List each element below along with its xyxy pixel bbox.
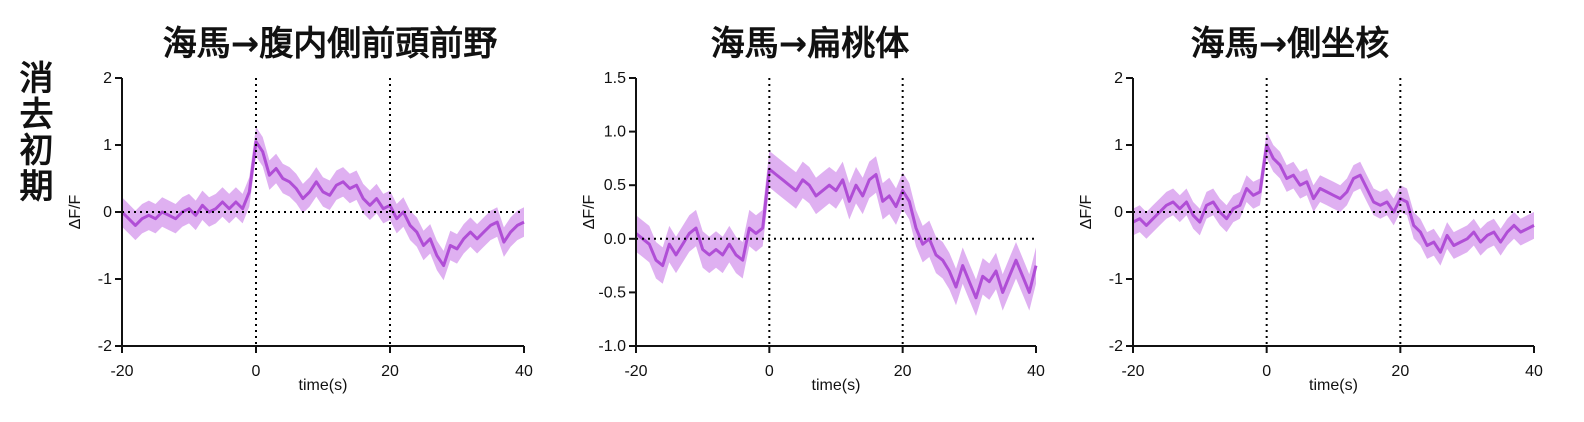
x-tick-label: 20	[894, 363, 912, 380]
x-tick-label: 0	[252, 363, 261, 380]
y-tick-label: 1.0	[604, 124, 626, 141]
y-tick-label: 1.5	[604, 70, 626, 87]
x-tick-label: 40	[1027, 363, 1045, 380]
y-axis-title: ΔF/F	[581, 194, 598, 229]
y-tick-label: -1.0	[598, 338, 626, 355]
y-tick-label: 1	[103, 137, 112, 154]
x-axis-title: time(s)	[299, 377, 348, 394]
y-tick-label: 0	[103, 204, 112, 221]
y-tick-label: 2	[1114, 70, 1123, 87]
plot-vmpfc: -2 -1 0 1 2 -20 0 20 40 time(s) ΔF/F	[67, 70, 533, 394]
x-tick-label: -20	[624, 363, 647, 380]
row-label: 消去初期	[13, 60, 53, 204]
y-tick-label: 1	[1114, 137, 1123, 154]
y-axis-title: ΔF/F	[1078, 194, 1095, 229]
plot-nac: -2 -1 0 1 2 -20 0 20 40 time(s) ΔF/F	[1078, 70, 1543, 394]
x-tick-label: 20	[1391, 363, 1409, 380]
y-tick-label: 0.5	[604, 177, 626, 194]
y-axis-title: ΔF/F	[67, 194, 84, 229]
y-tick-label: -1	[98, 271, 112, 288]
x-axis-title: time(s)	[812, 377, 861, 394]
chart-title-amygdala: 海馬→扁桃体	[710, 24, 910, 64]
chart-title-nac: 海馬→側坐核	[1190, 24, 1390, 64]
y-tick-label: 0	[1114, 204, 1123, 221]
plot-amygdala: -1.0 -0.5 0.0 0.5 1.0 1.5 -20 0 20 40 time(s) ΔF/F	[581, 70, 1045, 394]
x-axis-title: time(s)	[1309, 377, 1358, 394]
error-band	[1133, 131, 1534, 266]
y-tick-label: -2	[1109, 338, 1123, 355]
chart-title-vmpfc: 海馬→腹内側前頭前野	[162, 24, 498, 64]
x-tick-label: 40	[515, 363, 533, 380]
mean-line	[635, 167, 1038, 300]
x-tick-label: 0	[765, 363, 774, 380]
y-tick-label: 0.0	[604, 231, 626, 248]
y-tick-label: 2	[103, 70, 112, 87]
error-band	[122, 126, 524, 281]
x-tick-label: -20	[1121, 363, 1144, 380]
y-tick-label: -1	[1109, 271, 1123, 288]
error-band	[636, 150, 1036, 316]
x-tick-label: -20	[110, 363, 133, 380]
y-tick-label: -2	[98, 338, 112, 355]
x-tick-label: 40	[1525, 363, 1543, 380]
mean-line	[120, 140, 525, 268]
x-tick-label: 20	[381, 363, 399, 380]
x-tick-label: 0	[1262, 363, 1271, 380]
y-tick-label: -0.5	[598, 284, 626, 301]
mean-line	[1132, 143, 1535, 254]
